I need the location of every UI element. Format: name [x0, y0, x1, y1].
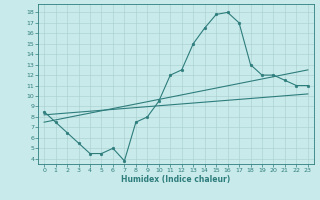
X-axis label: Humidex (Indice chaleur): Humidex (Indice chaleur) — [121, 175, 231, 184]
